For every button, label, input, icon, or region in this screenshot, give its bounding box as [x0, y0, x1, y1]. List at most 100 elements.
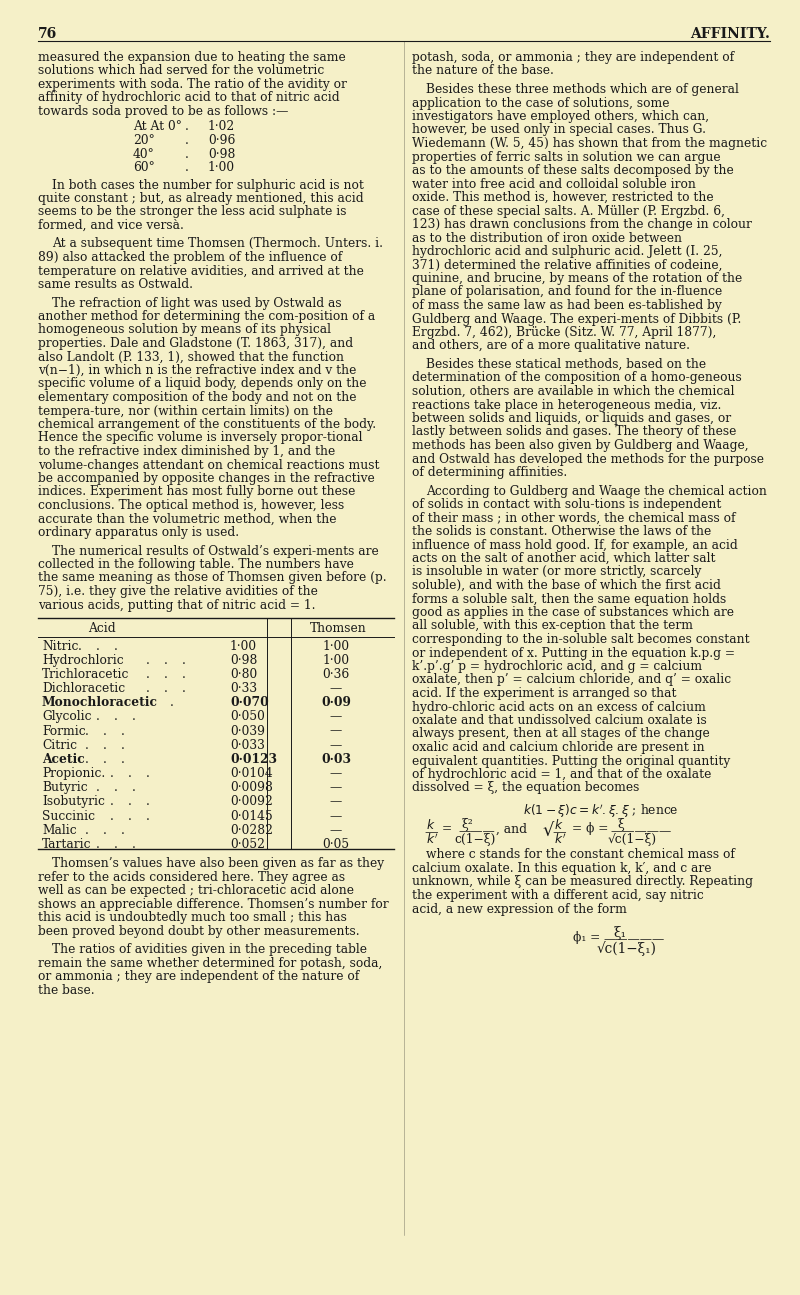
Text: 0·070: 0·070 [230, 697, 269, 710]
Text: the experiment with a different acid, say nitric: the experiment with a different acid, sa… [412, 888, 704, 903]
Text: indices. Experiment has most fully borne out these: indices. Experiment has most fully borne… [38, 486, 355, 499]
Text: 0·052: 0·052 [230, 838, 265, 851]
Text: another method for determining the com-position of a: another method for determining the com-p… [38, 310, 375, 322]
Text: .: . [110, 809, 114, 822]
Text: .: . [182, 654, 186, 667]
Text: .: . [103, 725, 107, 738]
Text: Malic: Malic [42, 824, 77, 837]
Text: equivalent quantities. Putting the original quantity: equivalent quantities. Putting the origi… [412, 755, 730, 768]
Text: as to the distribution of iron oxide between: as to the distribution of iron oxide bet… [412, 232, 682, 245]
Text: determination of the composition of a homo-geneous: determination of the composition of a ho… [412, 372, 742, 385]
Text: .: . [85, 752, 89, 765]
Text: .: . [121, 824, 125, 837]
Text: quinine, and brucine, by means of the rotation of the: quinine, and brucine, by means of the ro… [412, 272, 742, 285]
Text: of solids in contact with solu-tions is independent: of solids in contact with solu-tions is … [412, 499, 722, 512]
Text: Trichloracetic: Trichloracetic [42, 668, 130, 681]
Text: —: — [330, 738, 342, 752]
Text: been proved beyond doubt by other measurements.: been proved beyond doubt by other measur… [38, 925, 360, 938]
Text: 1·02: 1·02 [208, 120, 235, 133]
Text: between solids and liquids, or liquids and gases, or: between solids and liquids, or liquids a… [412, 412, 731, 425]
Text: √c(1−ξ): √c(1−ξ) [608, 833, 657, 846]
Text: .: . [132, 838, 136, 851]
Text: influence of mass hold good. If, for example, an acid: influence of mass hold good. If, for exa… [412, 539, 738, 552]
Text: .: . [121, 752, 125, 765]
Text: .: . [185, 120, 189, 133]
Text: 1·00: 1·00 [208, 161, 235, 174]
Text: .: . [78, 640, 82, 653]
Text: the base.: the base. [38, 984, 94, 997]
Text: Citric: Citric [42, 738, 77, 752]
Text: acts on the salt of another acid, which latter salt: acts on the salt of another acid, which … [412, 552, 715, 565]
Text: .: . [103, 752, 107, 765]
Text: quite constant ; but, as already mentioned, this acid: quite constant ; but, as already mention… [38, 192, 364, 205]
Text: this acid is undoubtedly much too small ; this has: this acid is undoubtedly much too small … [38, 912, 347, 925]
Text: properties of ferric salts in solution we can argue: properties of ferric salts in solution w… [412, 150, 721, 163]
Text: where c stands for the constant chemical mass of: where c stands for the constant chemical… [426, 848, 735, 861]
Text: Tartaric: Tartaric [42, 838, 91, 851]
Text: .: . [96, 640, 100, 653]
Text: 0·0104: 0·0104 [230, 767, 273, 780]
Text: , and: , and [496, 822, 527, 835]
Text: or ammonia ; they are independent of the nature of: or ammonia ; they are independent of the… [38, 970, 359, 983]
Text: of determining affinities.: of determining affinities. [412, 466, 567, 479]
Text: .: . [128, 767, 132, 780]
Text: 76: 76 [38, 27, 58, 41]
Text: $k$: $k$ [426, 818, 435, 831]
Text: 60°: 60° [133, 161, 154, 174]
Text: 1·00: 1·00 [322, 654, 350, 667]
Text: homogeneous solution by means of its physical: homogeneous solution by means of its phy… [38, 324, 331, 337]
Text: ξ²: ξ² [462, 818, 474, 831]
Text: =: = [442, 822, 452, 835]
Text: potash, soda, or ammonia ; they are independent of: potash, soda, or ammonia ; they are inde… [412, 51, 734, 63]
Text: —: — [330, 781, 342, 794]
Text: 123) has drawn conclusions from the change in colour: 123) has drawn conclusions from the chan… [412, 218, 752, 231]
Text: —: — [330, 711, 342, 724]
Text: .: . [164, 668, 168, 681]
Text: experiments with soda. The ratio of the avidity or: experiments with soda. The ratio of the … [38, 78, 347, 91]
Text: chemical arrangement of the constituents of the body.: chemical arrangement of the constituents… [38, 418, 376, 431]
Text: various acids, putting that of nitric acid = 1.: various acids, putting that of nitric ac… [38, 598, 315, 611]
Text: Formic: Formic [42, 725, 86, 738]
Text: reactions take place in heterogeneous media, viz.: reactions take place in heterogeneous me… [412, 399, 722, 412]
Text: .: . [96, 711, 100, 724]
Text: .: . [121, 738, 125, 752]
Text: 0·96: 0·96 [208, 133, 235, 148]
Text: —: — [330, 725, 342, 738]
Text: the same meaning as those of Thomsen given before (p.: the same meaning as those of Thomsen giv… [38, 571, 386, 584]
Text: 0·0098: 0·0098 [230, 781, 273, 794]
Text: At a subsequent time Thomsen (Thermoch. Unters. i.: At a subsequent time Thomsen (Thermoch. … [52, 237, 383, 250]
Text: .: . [132, 711, 136, 724]
Text: forms a soluble salt, then the same equation holds: forms a soluble salt, then the same equa… [412, 593, 726, 606]
Text: ξ: ξ [618, 818, 625, 831]
Text: 75), i.e. they give the relative avidities of the: 75), i.e. they give the relative aviditi… [38, 585, 318, 598]
Text: √c(1−ξ₁): √c(1−ξ₁) [597, 941, 657, 956]
Text: Nitric: Nitric [42, 640, 78, 653]
Text: 0·039: 0·039 [230, 725, 265, 738]
Text: remain the same whether determined for potash, soda,: remain the same whether determined for p… [38, 957, 382, 970]
Text: The refraction of light was used by Ostwald as: The refraction of light was used by Ostw… [52, 297, 342, 310]
Text: .: . [146, 795, 150, 808]
Text: Wiedemann (W. 5, 45) has shown that from the magnetic: Wiedemann (W. 5, 45) has shown that from… [412, 137, 767, 150]
Text: 40°: 40° [133, 148, 154, 161]
Text: = ϕ =: = ϕ = [572, 822, 608, 835]
Text: .: . [185, 148, 189, 161]
Text: At At 0°: At At 0° [133, 120, 182, 133]
Text: Butyric: Butyric [42, 781, 88, 794]
Text: $k'$: $k'$ [426, 833, 438, 847]
Text: 0·98: 0·98 [230, 654, 258, 667]
Text: volume-changes attendant on chemical reactions must: volume-changes attendant on chemical rea… [38, 458, 379, 471]
Text: oxalic acid and calcium chloride are present in: oxalic acid and calcium chloride are pre… [412, 741, 705, 754]
Text: 0·05: 0·05 [322, 838, 350, 851]
Text: Besides these three methods which are of general: Besides these three methods which are of… [426, 83, 739, 96]
Text: ———: ——— [458, 825, 494, 838]
Text: unknown, while ξ can be measured directly. Repeating: unknown, while ξ can be measured directl… [412, 875, 753, 888]
Text: be accompanied by opposite changes in the refractive: be accompanied by opposite changes in th… [38, 471, 374, 486]
Text: to the refractive index diminished by 1, and the: to the refractive index diminished by 1,… [38, 445, 335, 458]
Text: the nature of the base.: the nature of the base. [412, 65, 554, 78]
Text: Ergzbd. 7, 462), Brücke (Sitz. W. 77, April 1877),: Ergzbd. 7, 462), Brücke (Sitz. W. 77, Ap… [412, 326, 716, 339]
Text: 0·0123: 0·0123 [230, 752, 277, 765]
Text: investigators have employed others, which can,: investigators have employed others, whic… [412, 110, 709, 123]
Text: 1·00: 1·00 [322, 640, 350, 653]
Text: 0·050: 0·050 [230, 711, 265, 724]
Text: application to the case of solutions, some: application to the case of solutions, so… [412, 97, 670, 110]
